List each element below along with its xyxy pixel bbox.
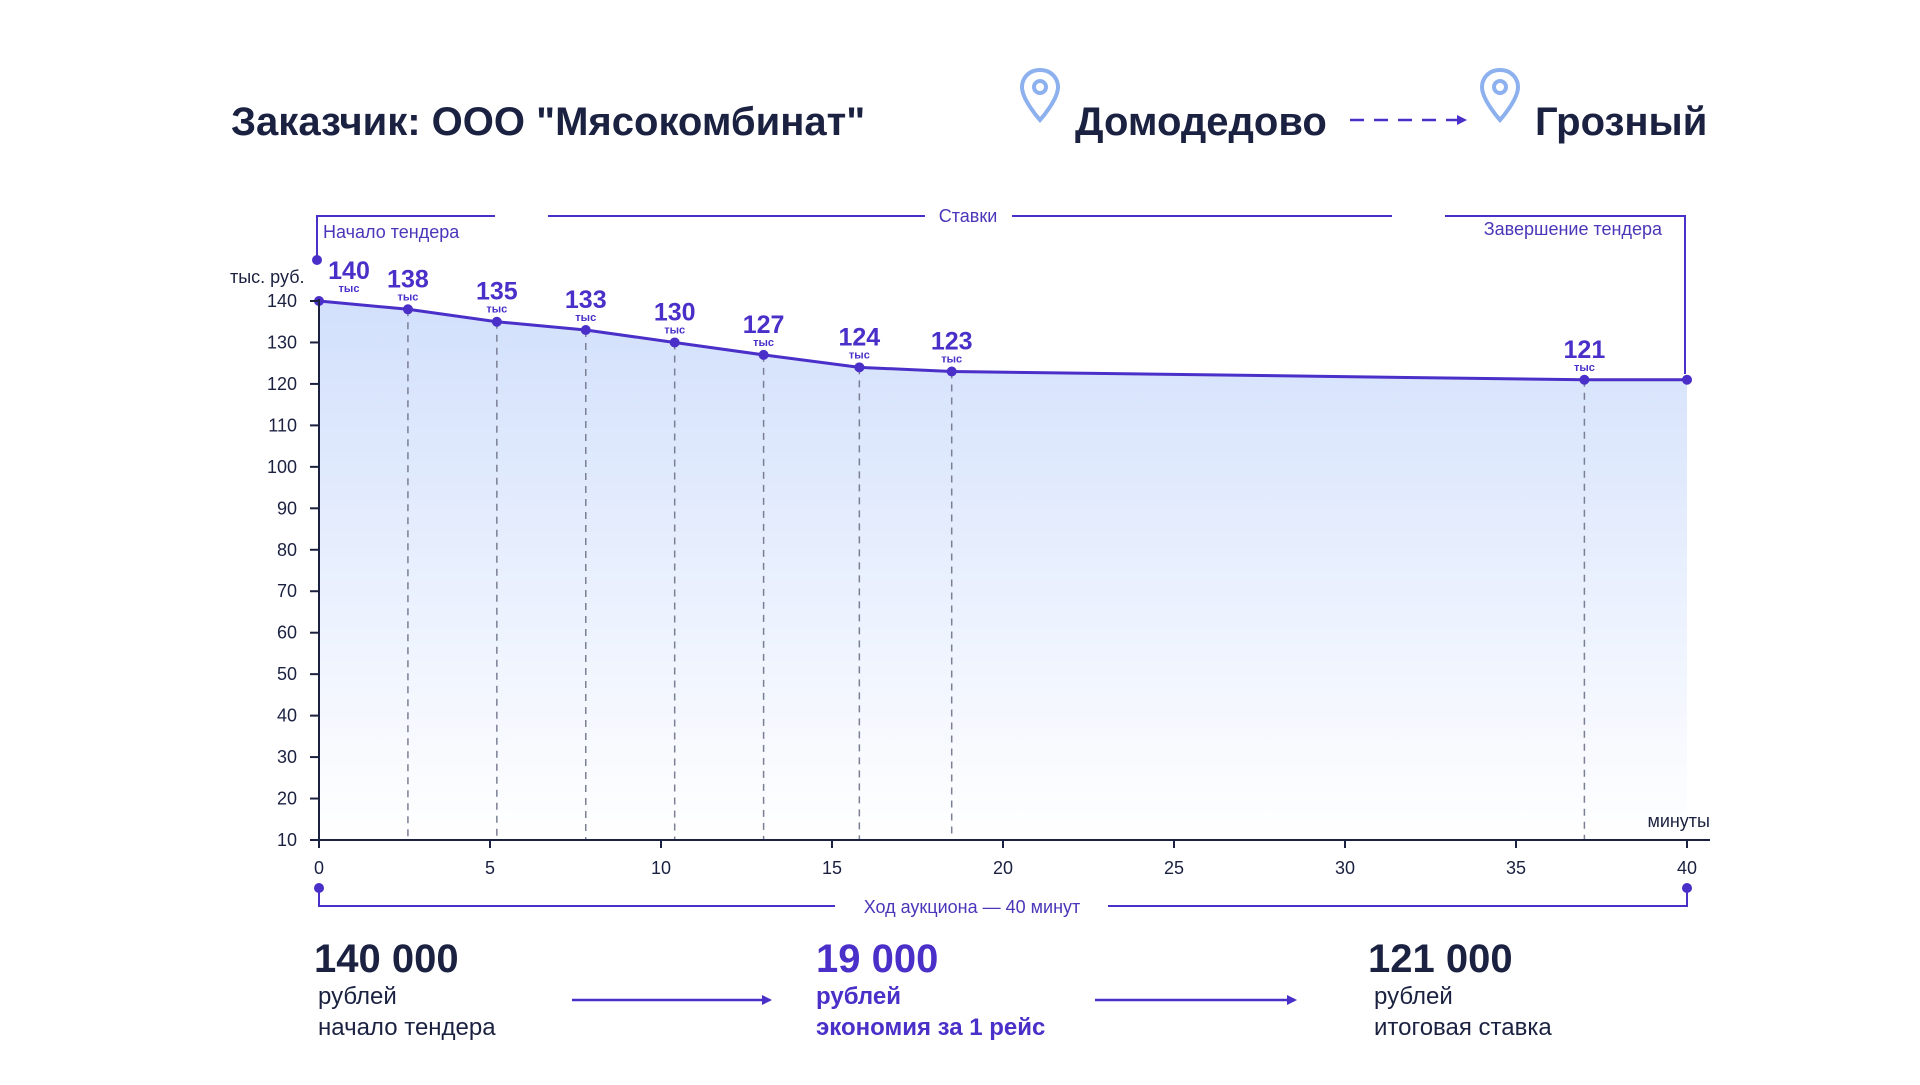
x-tick-label: 40	[1677, 858, 1697, 878]
point-label-value: 127	[743, 311, 785, 339]
duration-label: Ход аукциона — 40 минут	[864, 897, 1081, 917]
summary-savings-unit: рублей	[816, 983, 901, 1010]
end-bracket	[1445, 215, 1686, 374]
point-label-unit: тыс	[849, 349, 870, 361]
y-tick-label: 130	[267, 332, 297, 352]
y-tick-label: 50	[277, 664, 297, 684]
summary-start-caption: начало тендера	[318, 1014, 496, 1041]
y-tick-label: 60	[277, 623, 297, 643]
point-label-unit: тыс	[664, 324, 685, 336]
x-tick-label: 5	[485, 858, 495, 878]
y-tick-label: 120	[267, 374, 297, 394]
data-point	[1682, 374, 1692, 385]
x-tick-label: 10	[651, 858, 671, 878]
location-pin-icon	[1019, 67, 1061, 123]
y-tick-label: 10	[277, 830, 297, 850]
point-label-unit: тыс	[486, 304, 507, 316]
summary-savings: 19 000 рублей экономия за 1 рейс	[816, 937, 1045, 1041]
destination-city: Грозный	[1535, 100, 1707, 144]
y-tick-label: 140	[267, 291, 297, 311]
data-point	[1579, 374, 1590, 385]
data-point	[758, 349, 769, 360]
start-bracket	[312, 215, 495, 265]
location-pin-icon	[1479, 67, 1521, 123]
y-tick-label: 70	[277, 581, 297, 601]
point-label-value: 133	[565, 286, 607, 314]
data-point	[491, 316, 502, 327]
y-tick-label: 80	[277, 540, 297, 560]
series-line	[318, 299, 1687, 382]
point-label-value: 124	[839, 323, 881, 351]
data-points	[314, 296, 1692, 385]
point-label-unit: тыс	[575, 312, 596, 324]
summary-final-caption: итоговая ставка	[1374, 1014, 1552, 1041]
area-fill	[319, 301, 1687, 840]
point-label-value: 123	[931, 327, 973, 355]
x-tick-label: 20	[993, 858, 1013, 878]
y-axis-label: тыс. руб.	[230, 267, 305, 287]
point-label-value: 140	[328, 257, 370, 285]
point-label-unit: тыс	[339, 283, 360, 295]
y-tick-label: 100	[267, 457, 297, 477]
point-label-unit: тыс	[941, 353, 962, 365]
data-point	[946, 366, 957, 377]
data-point	[854, 362, 865, 373]
y-ticks: 10 20 30 40 50 60 70 80 90 100 110 120 130 140	[267, 291, 319, 850]
x-tick-label: 25	[1164, 858, 1184, 878]
point-label-value: 135	[476, 278, 518, 306]
x-axis-label: минуты	[1647, 811, 1710, 831]
summary-start: 140 000 рублей начало тендера	[314, 937, 496, 1041]
summary-start-unit: рублей	[318, 983, 397, 1010]
y-tick-label: 20	[277, 789, 297, 809]
summary-final: 121 000 рублей итоговая ставка	[1368, 937, 1552, 1041]
customer-title: Заказчик: ООО "Мясокомбинат"	[231, 100, 865, 144]
summary-final-value: 121 000	[1368, 937, 1513, 981]
summary-start-value: 140 000	[314, 937, 459, 981]
summary-savings-caption: экономия за 1 рейс	[816, 1014, 1045, 1041]
data-point	[669, 337, 680, 348]
end-bracket-label: Завершение тендера	[1484, 219, 1663, 239]
x-tick-label: 0	[314, 858, 324, 878]
drop-lines	[407, 309, 1586, 840]
start-bracket-label: Начало тендера	[323, 222, 460, 242]
x-tick-label: 30	[1335, 858, 1355, 878]
y-tick-label: 40	[277, 706, 297, 726]
x-ticks: 0 5 10 15 20 25 30 35 40	[314, 840, 1697, 878]
x-tick-label: 35	[1506, 858, 1526, 878]
point-label-unit: тыс	[753, 337, 774, 349]
bids-bracket-label: Ставки	[939, 206, 998, 226]
y-tick-label: 110	[268, 415, 297, 435]
duration-bracket	[314, 883, 1692, 907]
origin-city: Домодедово	[1075, 100, 1327, 144]
summary-savings-value: 19 000	[816, 937, 938, 981]
point-label-value: 130	[654, 298, 696, 326]
summary-final-unit: рублей	[1374, 983, 1453, 1010]
y-tick-label: 90	[277, 498, 297, 518]
data-point	[402, 304, 413, 315]
y-tick-label: 30	[277, 747, 297, 767]
point-label-value: 138	[387, 265, 429, 293]
point-label-unit: тыс	[397, 291, 418, 303]
data-point	[580, 325, 591, 336]
x-tick-label: 15	[822, 858, 842, 878]
point-label-unit: тыс	[1574, 362, 1595, 374]
point-label-value: 121	[1564, 336, 1606, 364]
